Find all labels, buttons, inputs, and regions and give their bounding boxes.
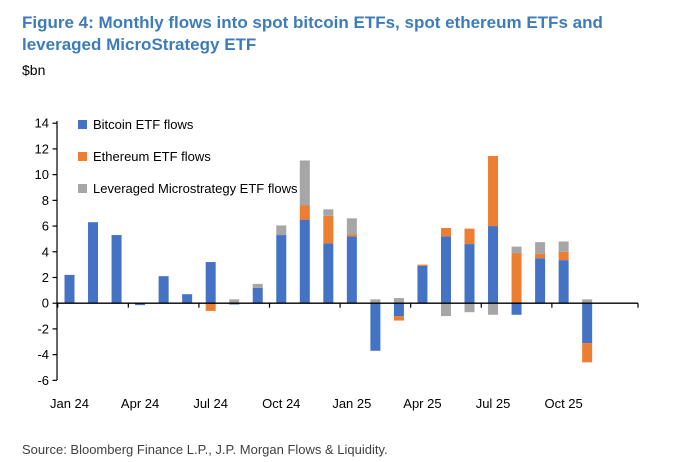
x-tick-label: Apr 25 <box>403 396 441 411</box>
bar-segment <box>440 236 451 304</box>
x-tick-label: Jul 25 <box>476 396 511 411</box>
bar-segment <box>276 225 287 236</box>
legend-label: Leveraged Microstrategy ETF flows <box>93 181 298 196</box>
bar-segment <box>535 253 546 259</box>
bar-segment <box>323 215 334 244</box>
bar-segment <box>464 244 475 304</box>
microstrategy-swatch-icon <box>78 184 87 193</box>
x-tick-label: Oct 24 <box>262 396 300 411</box>
bar-segment <box>582 303 593 344</box>
legend-item-microstrategy: Leveraged Microstrategy ETF flows <box>78 181 297 196</box>
bar-segment <box>370 303 381 351</box>
bar-segment <box>205 303 216 311</box>
y-tick-label: -6 <box>37 373 49 388</box>
bar-segment <box>276 235 287 304</box>
legend-item-bitcoin: Bitcoin ETF flows <box>78 117 297 132</box>
source-attribution: Source: Bloomberg Finance L.P., J.P. Mor… <box>22 442 388 457</box>
bar-segment <box>582 299 593 304</box>
bar-segment <box>323 209 334 216</box>
bar-segment <box>488 303 499 315</box>
bar-segment <box>299 219 310 304</box>
bar-segment <box>346 218 357 235</box>
bar-segment <box>582 343 593 363</box>
y-tick-label: 10 <box>35 167 49 182</box>
y-tick-label: 12 <box>35 141 49 156</box>
y-axis-unit-label: $bn <box>22 62 46 78</box>
y-tick-label: 2 <box>42 270 49 285</box>
bar-segment <box>346 234 357 237</box>
bar-segment <box>252 283 263 288</box>
bar-segment <box>464 303 475 313</box>
bar-segment <box>346 236 357 304</box>
y-tick-label: 4 <box>42 244 49 259</box>
bar-segment <box>64 274 75 304</box>
y-tick-label: -4 <box>37 347 49 362</box>
x-tick-label: Jan 25 <box>332 396 371 411</box>
bar-segment <box>182 294 193 304</box>
bar-segment <box>558 260 569 304</box>
bar-segment <box>393 316 404 321</box>
bar-segment <box>299 205 310 220</box>
bar-segment <box>440 227 451 237</box>
bar-segment <box>488 226 499 304</box>
bar-segment <box>417 264 428 266</box>
y-tick-label: -2 <box>37 321 49 336</box>
x-tick-label: Oct 25 <box>544 396 582 411</box>
bar-segment <box>252 287 263 304</box>
bar-segment <box>229 299 240 304</box>
bar-segment <box>464 228 475 245</box>
bar-segment <box>417 265 428 304</box>
bar-segment <box>511 253 522 304</box>
x-tick-label: Apr 24 <box>121 396 159 411</box>
bar-segment <box>511 303 522 315</box>
bitcoin-swatch-icon <box>78 120 87 129</box>
bar-segment <box>511 246 522 254</box>
y-tick-label: 0 <box>42 296 49 311</box>
bar-segment <box>488 155 499 227</box>
bar-segment <box>393 303 404 317</box>
bar-segment <box>111 235 122 304</box>
x-tick-label: Jul 24 <box>193 396 228 411</box>
x-tick-label: Jan 24 <box>50 396 89 411</box>
bar-segment <box>558 241 569 252</box>
bar-segment <box>535 258 546 304</box>
legend-label: Ethereum ETF flows <box>93 149 211 164</box>
bar-segment <box>158 276 169 304</box>
bar-segment <box>205 262 216 304</box>
bar-segment <box>393 298 404 304</box>
bar-segment <box>440 303 451 317</box>
ethereum-swatch-icon <box>78 152 87 161</box>
bar-segment <box>558 251 569 261</box>
bar-segment <box>88 222 99 304</box>
figure-title: Figure 4: Monthly flows into spot bitcoi… <box>22 13 603 54</box>
bar-segment <box>135 303 146 306</box>
y-tick-label: 6 <box>42 219 49 234</box>
bar-segment <box>370 299 381 304</box>
y-tick-label: 14 <box>35 116 49 131</box>
legend-item-ethereum: Ethereum ETF flows <box>78 149 297 164</box>
chart-legend: Bitcoin ETF flows Ethereum ETF flows Lev… <box>78 117 297 213</box>
bar-segment <box>323 243 334 304</box>
bar-segment <box>299 160 310 206</box>
y-tick-label: 8 <box>42 193 49 208</box>
bar-segment <box>535 242 546 254</box>
legend-label: Bitcoin ETF flows <box>93 117 194 132</box>
